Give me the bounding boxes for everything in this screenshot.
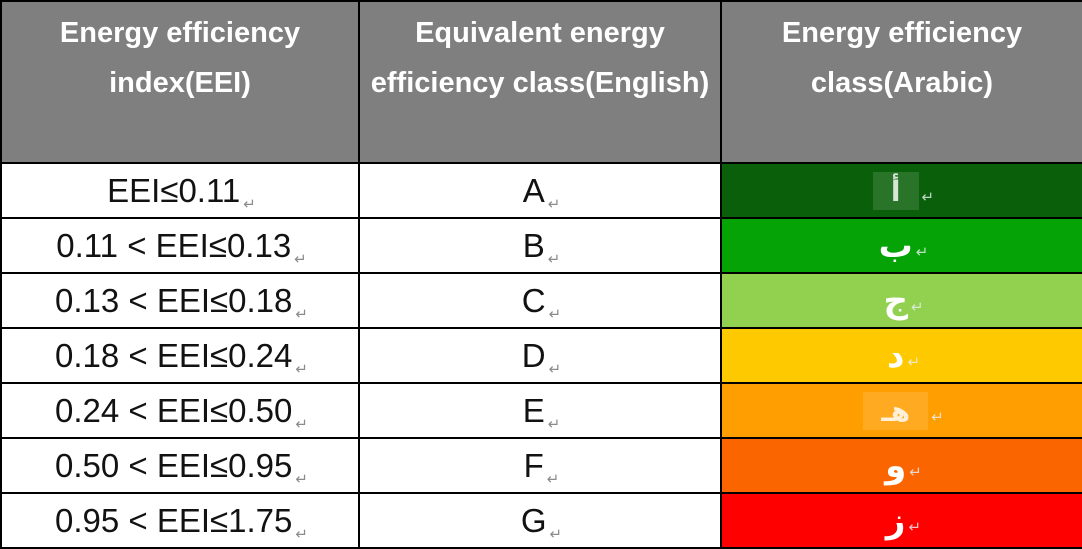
english-class-cell: G ↵ (358, 492, 722, 549)
paragraph-mark-icon: ↵ (548, 360, 562, 378)
eei-range-cell: 0.50 < EEI≤0.95 ↵ (0, 437, 360, 494)
eei-range-cell: 0.13 < EEI≤0.18 ↵ (0, 272, 360, 329)
header-arabic-class: Energy efficiency class(Arabic) (720, 0, 1082, 164)
english-class-letter: A (522, 171, 545, 209)
english-class-cell: F ↵ (358, 437, 722, 494)
eei-range-text: 0.95 < EEI≤1.75 (55, 501, 293, 539)
paragraph-mark-icon: ↵ (294, 250, 307, 268)
eei-range-text: EEI≤0.11 (107, 171, 241, 209)
paragraph-mark-icon: ↵ (907, 353, 921, 371)
paragraph-mark-icon: ↵ (549, 525, 563, 543)
paragraph-mark-icon: ↵ (909, 463, 922, 481)
table-row: 0.95 < EEI≤1.75 ↵ G ↵ ز ↵ (0, 492, 1082, 549)
arabic-class-letter: د (886, 335, 905, 376)
arabic-class-letter: أ (872, 171, 919, 210)
arabic-class-letter: ج (883, 280, 908, 321)
table-body: EEI≤0.11 ↵ A ↵ أ ↵ 0.11 < EEI≤0.13 ↵ B ↵ ب ↵ 0… (0, 162, 1082, 549)
table-row: 0.18 < EEI≤0.24 ↵ D ↵ د ↵ (0, 327, 1082, 384)
english-class-letter: B (522, 226, 545, 264)
arabic-class-cell: أ ↵ (720, 162, 1082, 219)
english-class-letter: G (520, 501, 547, 539)
english-class-cell: C ↵ (358, 272, 722, 329)
english-class-cell: B ↵ (358, 217, 722, 274)
arabic-class-cell: و ↵ (720, 437, 1082, 494)
english-class-letter: E (522, 391, 545, 429)
table-row: EEI≤0.11 ↵ A ↵ أ ↵ (0, 162, 1082, 219)
table-row: 0.13 < EEI≤0.18 ↵ C ↵ ج ↵ (0, 272, 1082, 329)
paragraph-mark-icon: ↵ (548, 305, 562, 323)
header-eei-index: Energy efficiency index(EEI) (0, 0, 360, 164)
table-row: 0.11 < EEI≤0.13 ↵ B ↵ ب ↵ (0, 217, 1082, 274)
eei-range-text: 0.24 < EEI≤0.50 (55, 391, 293, 429)
table-row: 0.50 < EEI≤0.95 ↵ F ↵ و ↵ (0, 437, 1082, 494)
paragraph-mark-icon: ↵ (295, 470, 308, 488)
arabic-class-cell: هـ ↵ (720, 382, 1082, 439)
paragraph-mark-icon: ↵ (547, 415, 561, 433)
eei-range-cell: 0.11 < EEI≤0.13 ↵ (0, 217, 360, 274)
eei-range-text: 0.13 < EEI≤0.18 (55, 281, 293, 319)
paragraph-mark-icon: ↵ (915, 243, 929, 261)
eei-range-text: 0.11 < EEI≤0.13 (56, 226, 292, 264)
english-class-cell: E ↵ (358, 382, 722, 439)
header-row: Energy efficiency index(EEI) Equivalent … (0, 0, 1082, 164)
eei-range-cell: 0.95 < EEI≤1.75 ↵ (0, 492, 360, 549)
english-class-cell: D ↵ (358, 327, 722, 384)
eei-range-text: 0.18 < EEI≤0.24 (55, 336, 293, 374)
arabic-class-letter: ب (878, 225, 913, 266)
paragraph-mark-icon: ↵ (295, 360, 308, 378)
paragraph-mark-icon: ↵ (295, 525, 308, 543)
eei-range-cell: EEI≤0.11 ↵ (0, 162, 360, 219)
paragraph-mark-icon: ↵ (295, 305, 308, 323)
arabic-class-letter: و (885, 445, 907, 486)
paragraph-mark-icon: ↵ (908, 518, 922, 536)
english-class-cell: A ↵ (358, 162, 722, 219)
arabic-class-cell: د ↵ (720, 327, 1082, 384)
arabic-class-cell: ب ↵ (720, 217, 1082, 274)
header-english-class: Equivalent energy efficiency class(Engli… (358, 0, 722, 164)
paragraph-mark-icon: ↵ (547, 250, 561, 268)
english-class-letter: C (521, 281, 546, 319)
arabic-class-letter: هـ (863, 391, 929, 430)
arabic-class-letter: ز (885, 500, 906, 541)
table-row: 0.24 < EEI≤0.50 ↵ E ↵ هـ ↵ (0, 382, 1082, 439)
eei-range-cell: 0.18 < EEI≤0.24 ↵ (0, 327, 360, 384)
paragraph-mark-icon: ↵ (546, 470, 560, 488)
arabic-class-cell: ج ↵ (720, 272, 1082, 329)
eei-range-cell: 0.24 < EEI≤0.50 ↵ (0, 382, 360, 439)
eei-range-text: 0.50 < EEI≤0.95 (55, 446, 293, 484)
paragraph-mark-icon: ↵ (295, 415, 308, 433)
english-class-letter: F (523, 446, 544, 484)
paragraph-mark-icon: ↵ (921, 188, 935, 206)
paragraph-mark-icon: ↵ (910, 298, 924, 316)
paragraph-mark-icon: ↵ (547, 195, 561, 213)
arabic-class-cell: ز ↵ (720, 492, 1082, 549)
english-class-letter: D (521, 336, 546, 374)
paragraph-mark-icon: ↵ (243, 195, 256, 213)
paragraph-mark-icon: ↵ (931, 408, 944, 426)
